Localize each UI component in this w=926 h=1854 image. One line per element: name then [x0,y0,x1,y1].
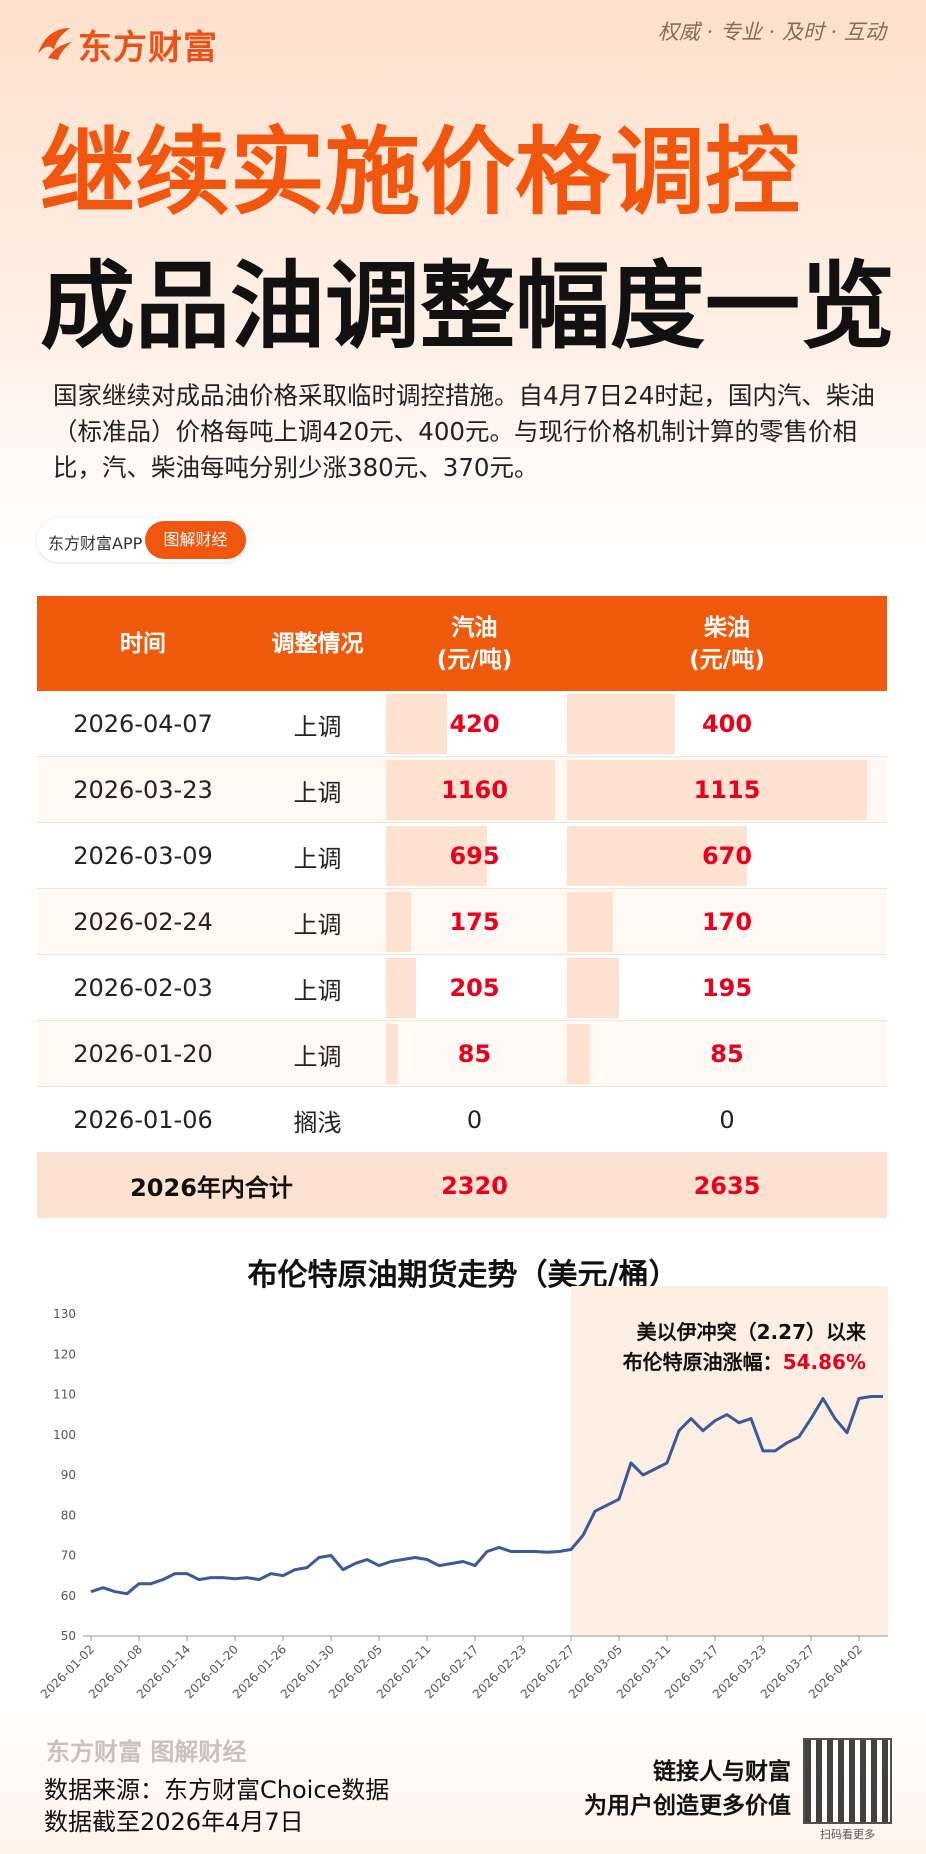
cell: 85 [710,1040,744,1068]
header-cell: 时间 [37,596,249,691]
cell: 0 [719,1106,735,1134]
highlight-region [571,1286,888,1636]
y-tick-label: 50 [61,1629,76,1643]
bar [567,958,620,1018]
y-tick-label: 110 [53,1388,76,1402]
cell: 170 [701,908,753,936]
logo-icon [38,28,72,60]
bar [567,826,748,886]
chart: 50607080901001101201302026-01-022026-01-… [38,1286,888,1700]
cell: 上调 [293,712,342,741]
cell: 175 [449,908,500,936]
cell: 2026-02-24 [73,908,213,936]
header-text: 柴油 [704,614,750,641]
cell: 2026-04-07 [73,710,213,738]
cell: 205 [449,974,500,1002]
bar [386,694,448,754]
cell: 1115 [693,776,761,804]
cell: 上调 [293,844,342,873]
line [90,1395,883,1596]
tag[interactable]: 图解财经 [145,521,246,559]
header-text: (元/吨) [689,646,765,673]
bar [386,1024,399,1084]
footer-slogan: 链接人与财富 [653,1759,791,1785]
cell: 695 [449,842,500,870]
footer-logo: 东方财富 图解财经 [46,1738,247,1766]
cell: 2026-02-03 [73,974,213,1002]
row [37,1021,887,1087]
cell: 670 [701,842,753,870]
cell: 195 [701,974,753,1002]
cell: 上调 [293,976,342,1005]
date: 数据截至2026年4月7日 [44,1808,304,1836]
cell: 2026-03-09 [73,842,213,870]
row [37,691,887,757]
cell: 上调 [293,1042,342,1071]
annotation-label: 布伦特原油涨幅： [622,1350,783,1374]
scan-label: 扫码看更多 [820,1828,875,1841]
cell: 0 [466,1106,483,1134]
row [37,955,887,1021]
bar [386,958,416,1018]
table: 时间 调整情况 汽油 (元/吨) 柴油 (元/吨) 2026-04-07 上调 420 400 20… [37,596,887,1218]
cell: 85 [457,1040,492,1068]
cell: 1160 [441,776,508,804]
y-tick-label: 70 [61,1549,76,1563]
table-header [37,596,887,691]
cell: 2026-03-23 [73,776,213,804]
footer-slogan: 为用户创造更多价值 [584,1793,791,1819]
qr-code [803,1738,892,1824]
row [37,1087,887,1153]
cell: 2026-01-06 [73,1106,213,1134]
total-label: 2026年内合计 [130,1174,293,1202]
total-value: 2320 [441,1171,508,1200]
intro: 国家继续对成品油价格采取临时调控措施。自4月7日24时起，国内汽、柴油（标准品）… [53,381,875,482]
cell: 上调 [293,778,342,807]
header-text: 调整情况 [271,630,364,657]
cell: 上调 [293,910,342,939]
y-tick-label: 100 [53,1428,76,1442]
app-label: 东方财富APP [48,534,143,553]
header-cell: 调整情况 [249,596,386,691]
title-line1: 继续实施价格调控 [40,118,801,228]
y-tick-label: 120 [53,1347,76,1361]
bar [567,760,867,820]
header-cell: 汽油 (元/吨) [386,596,563,691]
bar [386,826,488,886]
header-text: (元/吨) [436,646,513,673]
bar [567,1024,590,1084]
total-row [37,1153,887,1218]
title-line2: 成品油调整幅度一览 [40,252,896,362]
source: 数据来源：东方财富Choice数据 [44,1776,390,1804]
bar [386,892,412,952]
annotation: 布伦特原油涨幅：54.86% [623,1346,866,1375]
cell: 搁浅 [293,1108,342,1137]
logo: 东方财富 [78,28,218,68]
y-tick-label: 60 [61,1589,76,1603]
annotation-value: 54.86% [782,1350,866,1374]
cell: 2026-01-20 [73,1040,213,1068]
annotation: 美以伊冲突（2.27）以来 [636,1320,866,1344]
row [37,889,887,955]
bar [567,892,613,952]
bar [567,694,675,754]
header-text: 汽油 [451,614,498,641]
y-tick-label: 130 [53,1307,76,1321]
cell: 420 [449,710,500,738]
slogan: 权威 · 专业 · 及时 · 互动 [657,20,886,44]
total-value: 2635 [693,1171,761,1200]
y-tick-label: 80 [61,1508,76,1522]
header-text: 时间 [120,630,166,657]
y-tick-label: 90 [61,1468,76,1482]
cell: 400 [701,710,753,738]
bar [386,760,555,820]
header-cell: 柴油 (元/吨) [567,596,887,691]
